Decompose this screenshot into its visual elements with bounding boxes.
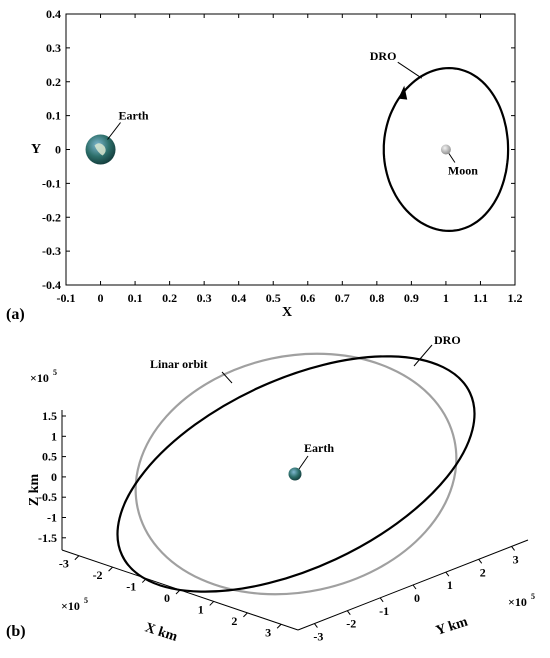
earth-leader-line <box>107 122 121 140</box>
x-axis-ticks: -0.1 0 0.1 0.2 0.3 0.4 0.5 0.6 0.7 0.8 0.9 1 1.1 1.2 <box>57 14 523 305</box>
earth-marker <box>85 134 116 165</box>
linar-leader-line <box>221 371 233 384</box>
earth-label: Earth <box>119 109 149 123</box>
x-tick-label: 0.7 <box>335 291 350 305</box>
y3d-tick-label: 2 <box>480 565 486 579</box>
svg-text:5: 5 <box>531 592 535 601</box>
y-tick-label: -0.1 <box>42 176 61 190</box>
dro-label-3d: DRO <box>434 333 461 347</box>
y3d-tick-mark <box>445 571 450 577</box>
x3d-tick-label: -2 <box>93 568 103 582</box>
y-axis-ticks: -3 -2 -1 0 1 2 3 <box>313 546 519 644</box>
panel-a: -0.1 0 0.1 0.2 0.3 0.4 0.5 0.6 0.7 0.8 0.9 1 1.1 1.2 … <box>6 7 523 323</box>
x-axis-label-3d: X km <box>143 620 179 645</box>
x-tick-label: 0.4 <box>231 291 246 305</box>
y-tick-label: -0.3 <box>42 244 61 258</box>
x3d-tick-mark <box>276 623 282 629</box>
x3d-tick-mark <box>74 555 80 561</box>
dro-label: DRO <box>370 49 397 63</box>
y-tick-label: -0.2 <box>42 210 61 224</box>
svg-text:×10: ×10 <box>508 595 527 609</box>
x3d-tick-label: 3 <box>265 625 271 639</box>
dro-orbit-path <box>382 66 510 233</box>
z-exponent: ×10 5 <box>30 368 57 385</box>
y3d-tick-mark <box>511 546 515 551</box>
z-tick-label: 0.5 <box>42 450 57 464</box>
svg-text:×10: ×10 <box>30 371 49 385</box>
x-tick-label: 0 <box>98 291 104 305</box>
x-tick-label: 1.1 <box>473 291 488 305</box>
panel-label-b: (b) <box>6 623 26 640</box>
y-tick-label: -0.4 <box>42 278 61 292</box>
y-axis-ticks: 0.4 0.3 0.2 0.1 0 -0.1 -0.2 -0.3 -0.4 <box>42 7 515 292</box>
x-tick-label: 0.6 <box>300 291 315 305</box>
z-tick-label: -1.5 <box>38 531 57 545</box>
y-tick-label: 0.3 <box>46 41 61 55</box>
linar-orbit-label: Linar orbit <box>150 357 207 371</box>
y-tick-label: 0.4 <box>46 7 61 21</box>
x-tick-label: 0.5 <box>266 291 281 305</box>
earth-icon-3d <box>288 467 302 481</box>
moon-label: Moon <box>448 164 478 178</box>
y3d-tick-mark <box>379 597 384 603</box>
y-tick-label: 0.1 <box>46 109 61 123</box>
svg-text:5: 5 <box>53 368 57 377</box>
x-tick-label: 0.9 <box>404 291 419 305</box>
x-tick-label: 0.2 <box>162 291 177 305</box>
y3d-tick-mark <box>346 610 351 616</box>
x-tick-label: 1.2 <box>508 291 523 305</box>
x3d-tick-mark <box>209 601 215 606</box>
y3d-tick-label: 1 <box>447 578 453 592</box>
y-tick-label: 0 <box>55 143 61 157</box>
moon-leader-line <box>448 153 456 163</box>
y3d-tick-label: 3 <box>513 552 519 566</box>
moon-icon <box>440 144 451 155</box>
z-tick-label: 1.5 <box>42 409 57 423</box>
x-tick-label: -0.1 <box>57 291 76 305</box>
x-tick-label: 1 <box>443 291 449 305</box>
x3d-tick-label: -3 <box>59 557 69 571</box>
earth-land-shape <box>94 143 106 156</box>
y3d-tick-label: 0 <box>414 591 420 605</box>
y3d-tick-label: -3 <box>313 630 323 644</box>
orbit-direction-arrow <box>398 85 408 100</box>
dro-leader-line <box>397 61 423 79</box>
y-axis-label-3d: Y km <box>434 614 470 638</box>
y3d-tick-label: -2 <box>346 617 356 631</box>
x3d-tick-label: 1 <box>198 602 204 616</box>
x3d-tick-mark <box>243 612 248 618</box>
x-tick-label: 0.1 <box>128 291 143 305</box>
earth-label-3d: Earth <box>304 441 334 455</box>
z-tick-label: 1 <box>51 429 57 443</box>
z-axis-ticks: 1.5 1 0.5 0 -0.5 -1 -1.5 <box>38 409 66 545</box>
x-axis-label: X <box>282 305 292 320</box>
z-tick-label: 0 <box>51 470 57 484</box>
dro-orbit-path-3d <box>116 355 476 593</box>
x-tick-label: 0.8 <box>369 291 384 305</box>
svg-text:5: 5 <box>84 596 88 605</box>
x3d-tick-label: -1 <box>126 580 136 594</box>
z-tick-label: -0.5 <box>38 490 57 504</box>
y-axis-label: Y <box>31 142 41 157</box>
dro-leader-line-3d <box>413 344 433 367</box>
y3d-tick-label: -1 <box>379 604 389 618</box>
linar-orbit-path <box>134 352 458 596</box>
z-axis-label: Z km <box>27 474 42 507</box>
y3d-tick-mark <box>314 623 318 628</box>
panel-label-a: (a) <box>6 306 25 323</box>
panel-b: 1.5 1 0.5 0 -0.5 -1 -1.5 -3 -2 -1 0 1 2 3 -3 -2 -1 0 1 2 3… <box>6 333 535 645</box>
z-tick-label: -1 <box>47 511 57 525</box>
y3d-tick-mark <box>412 584 417 590</box>
x-exponent: ×10 5 <box>61 596 88 613</box>
svg-text:×10: ×10 <box>61 599 80 613</box>
y-exponent: ×10 5 <box>508 592 535 609</box>
y-tick-label: 0.2 <box>46 75 61 89</box>
x3d-tick-mark <box>108 566 113 572</box>
y3d-tick-mark <box>478 558 483 564</box>
earth-leader-line-3d <box>298 455 309 470</box>
x-tick-label: 0.3 <box>197 291 212 305</box>
x3d-tick-label: 2 <box>231 614 237 628</box>
x3d-tick-label: 0 <box>164 591 170 605</box>
